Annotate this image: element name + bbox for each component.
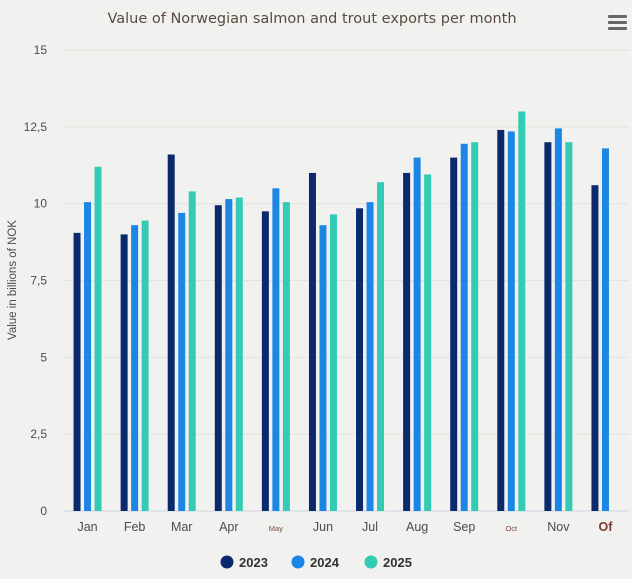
y-axis-label: Value in billions of NOK xyxy=(7,220,19,340)
x-tick-label: Aug xyxy=(406,520,428,534)
y-tick-label: 0 xyxy=(40,504,47,518)
x-tick-label: Mar xyxy=(171,520,193,534)
bar-2023-jan[interactable] xyxy=(73,232,81,511)
bar-2025-nov[interactable] xyxy=(565,142,573,511)
bar-2023-of[interactable] xyxy=(591,185,599,511)
legend-item-2023[interactable]: 2023 xyxy=(220,555,268,570)
legend-label: 2024 xyxy=(310,555,340,570)
bar-2024-jul[interactable] xyxy=(366,202,374,511)
x-axis-ticks: Jan Feb Mar Apr May Jun Jul Aug Sep Oct Nov Of xyxy=(77,520,613,534)
legend-label: 2023 xyxy=(239,555,268,570)
bar-2023-nov[interactable] xyxy=(544,142,552,511)
legend-marker xyxy=(220,555,234,569)
bar-2025-jan[interactable] xyxy=(94,166,102,511)
bar-2024-may[interactable] xyxy=(272,188,280,512)
legend-label: 2025 xyxy=(383,555,412,570)
bar-2025-aug[interactable] xyxy=(424,174,432,511)
bar-2023-may[interactable] xyxy=(261,211,269,511)
bar-2023-sep[interactable] xyxy=(450,157,458,512)
y-tick-label: 10 xyxy=(34,197,48,211)
legend-item-2025[interactable]: 2025 xyxy=(364,555,412,570)
bar-2023-feb[interactable] xyxy=(120,234,128,511)
x-tick-label: Sep xyxy=(453,520,475,534)
bar-2025-oct[interactable] xyxy=(518,111,526,511)
bars xyxy=(73,111,609,512)
y-tick-label: 2,5 xyxy=(30,427,47,441)
legend-item-2024[interactable]: 2024 xyxy=(291,555,340,570)
hamburger-menu-icon[interactable] xyxy=(608,15,627,30)
bar-2023-jul[interactable] xyxy=(356,208,364,511)
bar-2023-oct[interactable] xyxy=(497,129,505,511)
bar-2025-may[interactable] xyxy=(282,202,290,511)
legend-marker xyxy=(364,555,378,569)
x-tick-label: Jun xyxy=(313,520,333,534)
bar-2023-mar[interactable] xyxy=(167,154,175,511)
legend[interactable]: 2023 2024 2025 xyxy=(220,555,412,570)
bar-2025-feb[interactable] xyxy=(141,220,149,511)
bar-2024-oct[interactable] xyxy=(507,131,515,511)
x-tick-label: May xyxy=(269,524,283,533)
bar-2024-feb[interactable] xyxy=(131,225,139,511)
bar-2024-jan[interactable] xyxy=(84,202,92,511)
x-tick-label: Jul xyxy=(362,520,378,534)
x-tick-label: Apr xyxy=(219,520,238,534)
x-tick-label: Feb xyxy=(124,520,146,534)
bar-2024-jun[interactable] xyxy=(319,225,327,511)
bar-2024-mar[interactable] xyxy=(178,212,186,512)
chart-title: Value of Norwegian salmon and trout expo… xyxy=(107,11,516,27)
bar-2025-jul[interactable] xyxy=(377,182,385,512)
y-tick-label: 12,5 xyxy=(24,120,48,134)
bar-2025-apr[interactable] xyxy=(235,197,243,511)
bar-2024-sep[interactable] xyxy=(460,143,468,511)
bar-2024-nov[interactable] xyxy=(554,128,562,511)
bar-2023-aug[interactable] xyxy=(403,172,411,511)
y-tick-label: 7,5 xyxy=(30,274,47,288)
bar-2024-aug[interactable] xyxy=(413,157,421,512)
x-tick-label: Nov xyxy=(547,520,570,534)
bar-2025-mar[interactable] xyxy=(188,191,196,511)
bar-2024-apr[interactable] xyxy=(225,199,233,511)
y-tick-label: 15 xyxy=(34,43,48,57)
bar-2025-jun[interactable] xyxy=(329,214,337,511)
bar-2024-of[interactable] xyxy=(601,148,609,511)
x-tick-label: Jan xyxy=(77,520,97,534)
y-axis-ticks: 0 2,5 5 7,5 10 12,5 15 xyxy=(24,43,48,518)
bar-2023-jun[interactable] xyxy=(308,172,316,511)
bar-2023-apr[interactable] xyxy=(214,205,222,511)
bar-2025-sep[interactable] xyxy=(471,142,479,511)
gridlines xyxy=(64,49,629,512)
legend-marker xyxy=(291,555,305,569)
x-tick-label: Of xyxy=(599,520,614,534)
y-tick-label: 5 xyxy=(40,350,47,364)
x-tick-label: Oct xyxy=(505,524,518,533)
